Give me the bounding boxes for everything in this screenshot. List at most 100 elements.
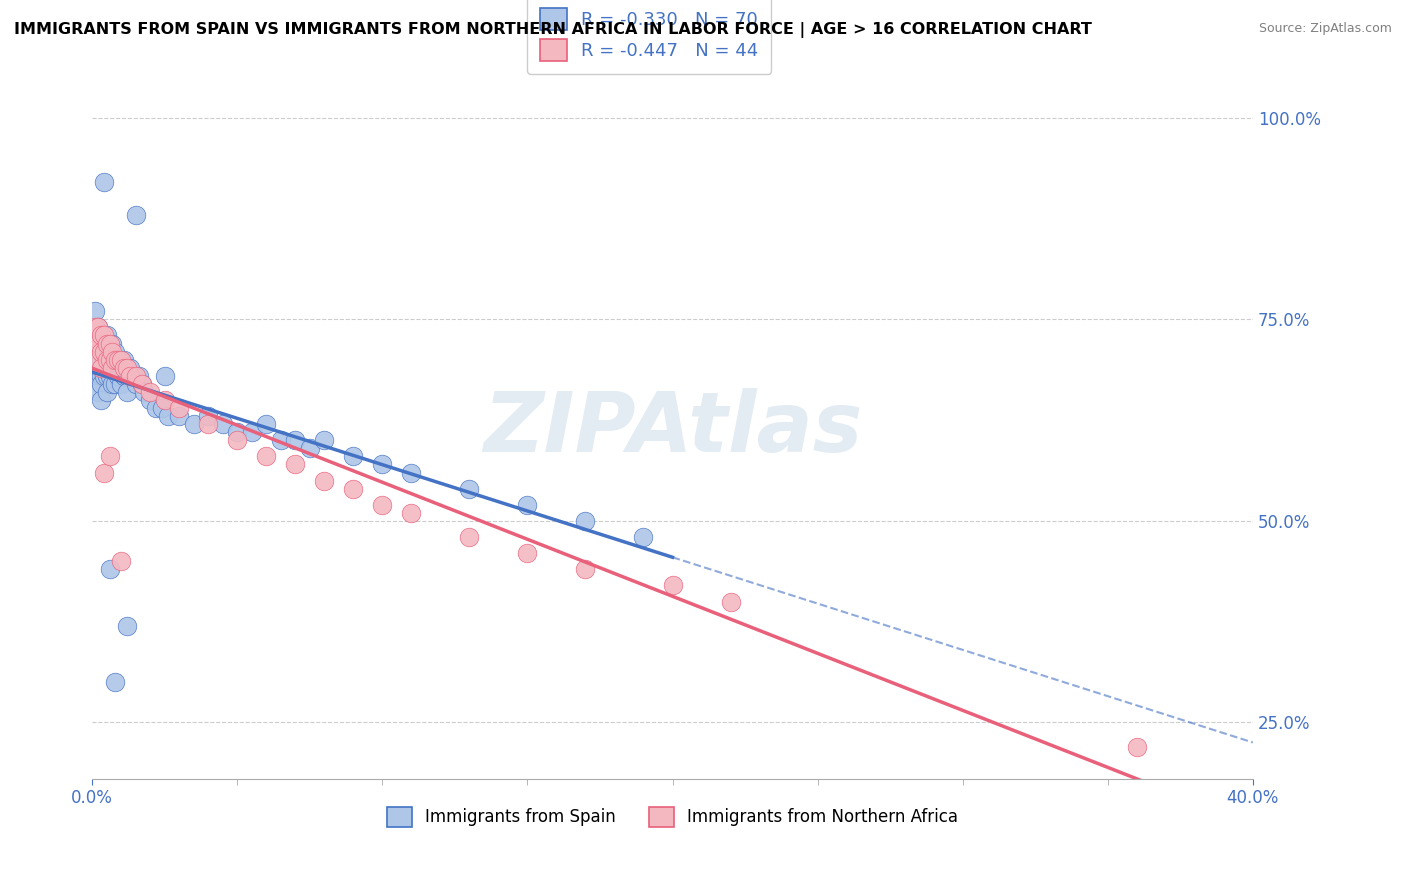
Point xyxy=(401,506,423,520)
Point xyxy=(128,368,150,383)
Point xyxy=(298,442,321,456)
Point xyxy=(226,434,249,448)
Point xyxy=(98,352,121,367)
Point xyxy=(84,304,107,318)
Point xyxy=(574,514,596,528)
Point xyxy=(84,336,107,351)
Point xyxy=(90,360,112,375)
Point xyxy=(87,352,110,367)
Point xyxy=(90,392,112,407)
Point xyxy=(115,368,138,383)
Point xyxy=(167,401,190,415)
Text: Source: ZipAtlas.com: Source: ZipAtlas.com xyxy=(1258,22,1392,36)
Point xyxy=(96,352,118,367)
Point xyxy=(98,562,121,576)
Point xyxy=(284,458,307,472)
Point xyxy=(104,344,127,359)
Point xyxy=(197,409,219,423)
Point xyxy=(107,352,129,367)
Point xyxy=(93,466,115,480)
Point xyxy=(139,384,162,399)
Point xyxy=(121,368,143,383)
Point xyxy=(101,336,124,351)
Point xyxy=(197,417,219,432)
Point xyxy=(110,352,132,367)
Point xyxy=(87,384,110,399)
Point xyxy=(98,368,121,383)
Point xyxy=(107,368,129,383)
Point xyxy=(153,392,176,407)
Point xyxy=(633,530,655,544)
Point xyxy=(156,409,179,423)
Point xyxy=(342,482,364,496)
Point xyxy=(98,450,121,464)
Point xyxy=(87,352,110,367)
Point xyxy=(98,336,121,351)
Point xyxy=(96,384,118,399)
Point xyxy=(254,417,277,432)
Point xyxy=(125,207,148,221)
Point xyxy=(90,344,112,359)
Point xyxy=(153,368,176,383)
Point xyxy=(90,376,112,391)
Point xyxy=(110,554,132,568)
Point xyxy=(458,482,481,496)
Point xyxy=(125,376,148,391)
Point xyxy=(314,474,336,488)
Point xyxy=(107,352,129,367)
Point xyxy=(93,328,115,343)
Point xyxy=(101,360,124,375)
Point xyxy=(371,498,394,512)
Point xyxy=(516,546,538,560)
Point xyxy=(516,498,538,512)
Point xyxy=(458,530,481,544)
Point xyxy=(112,368,135,383)
Point xyxy=(104,675,127,690)
Point xyxy=(90,328,112,343)
Point xyxy=(104,360,127,375)
Point xyxy=(240,425,263,440)
Point xyxy=(110,360,132,375)
Point xyxy=(104,376,127,391)
Point xyxy=(84,336,107,351)
Point xyxy=(401,466,423,480)
Point xyxy=(93,368,115,383)
Point xyxy=(131,376,153,391)
Point xyxy=(101,376,124,391)
Point xyxy=(87,320,110,334)
Point xyxy=(112,360,135,375)
Legend: Immigrants from Spain, Immigrants from Northern Africa: Immigrants from Spain, Immigrants from N… xyxy=(380,800,965,834)
Point xyxy=(118,360,141,375)
Point xyxy=(90,368,112,383)
Point xyxy=(115,384,138,399)
Point xyxy=(84,320,107,334)
Point xyxy=(93,336,115,351)
Point xyxy=(90,336,112,351)
Point xyxy=(150,401,173,415)
Point xyxy=(110,376,132,391)
Point xyxy=(1126,739,1149,754)
Point xyxy=(93,175,115,189)
Point xyxy=(96,368,118,383)
Point xyxy=(104,352,127,367)
Point xyxy=(101,360,124,375)
Point xyxy=(84,368,107,383)
Point xyxy=(87,336,110,351)
Point xyxy=(101,344,124,359)
Point xyxy=(96,328,118,343)
Point xyxy=(96,352,118,367)
Point xyxy=(211,417,233,432)
Point xyxy=(125,368,148,383)
Point xyxy=(254,450,277,464)
Point xyxy=(139,392,162,407)
Point xyxy=(115,360,138,375)
Point xyxy=(87,320,110,334)
Point xyxy=(112,352,135,367)
Point xyxy=(284,434,307,448)
Point xyxy=(93,344,115,359)
Point xyxy=(98,352,121,367)
Point xyxy=(167,409,190,423)
Point xyxy=(371,458,394,472)
Point xyxy=(314,434,336,448)
Point xyxy=(720,594,742,608)
